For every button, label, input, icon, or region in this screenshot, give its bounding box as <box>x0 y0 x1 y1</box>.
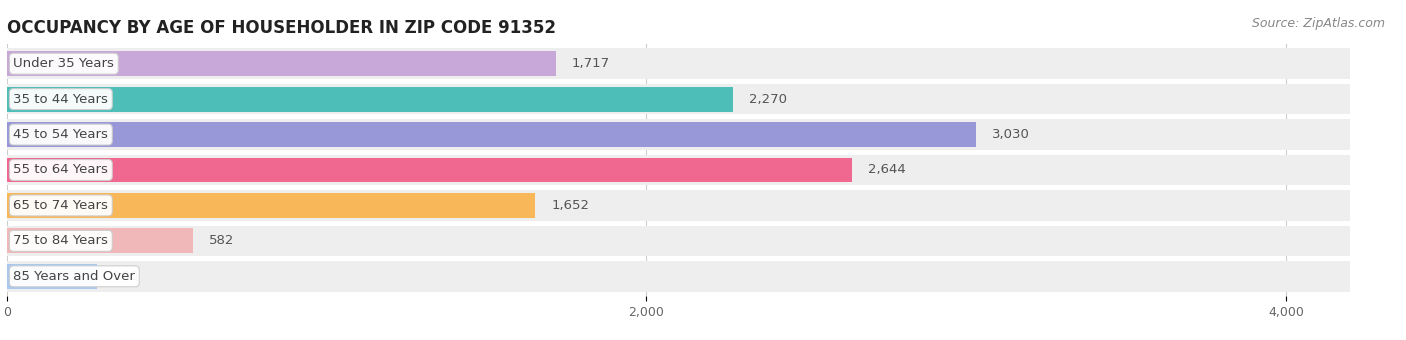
Text: 75 to 84 Years: 75 to 84 Years <box>14 234 108 248</box>
Text: 55 to 64 Years: 55 to 64 Years <box>14 164 108 176</box>
Bar <box>7 84 1350 114</box>
Text: 35 to 44 Years: 35 to 44 Years <box>14 92 108 106</box>
Text: Under 35 Years: Under 35 Years <box>14 57 114 70</box>
Bar <box>7 87 733 112</box>
Bar <box>7 119 1350 150</box>
Text: 1,652: 1,652 <box>551 199 589 212</box>
Bar <box>7 49 1350 79</box>
Text: 2,644: 2,644 <box>869 164 905 176</box>
Text: Source: ZipAtlas.com: Source: ZipAtlas.com <box>1251 17 1385 30</box>
Bar <box>7 190 1350 221</box>
Bar <box>7 228 193 253</box>
Bar <box>7 122 976 147</box>
Bar <box>7 193 536 218</box>
Text: 280: 280 <box>112 270 138 283</box>
Bar <box>7 264 97 289</box>
Text: 3,030: 3,030 <box>991 128 1029 141</box>
Bar <box>7 155 1350 185</box>
Bar <box>7 261 1350 291</box>
Text: OCCUPANCY BY AGE OF HOUSEHOLDER IN ZIP CODE 91352: OCCUPANCY BY AGE OF HOUSEHOLDER IN ZIP C… <box>7 19 555 37</box>
Text: 45 to 54 Years: 45 to 54 Years <box>14 128 108 141</box>
Text: 582: 582 <box>209 234 235 248</box>
Text: 1,717: 1,717 <box>572 57 610 70</box>
Text: 2,270: 2,270 <box>749 92 787 106</box>
Bar <box>7 51 555 76</box>
Bar <box>7 226 1350 256</box>
Text: 85 Years and Over: 85 Years and Over <box>14 270 135 283</box>
Bar <box>7 158 852 182</box>
Text: 65 to 74 Years: 65 to 74 Years <box>14 199 108 212</box>
